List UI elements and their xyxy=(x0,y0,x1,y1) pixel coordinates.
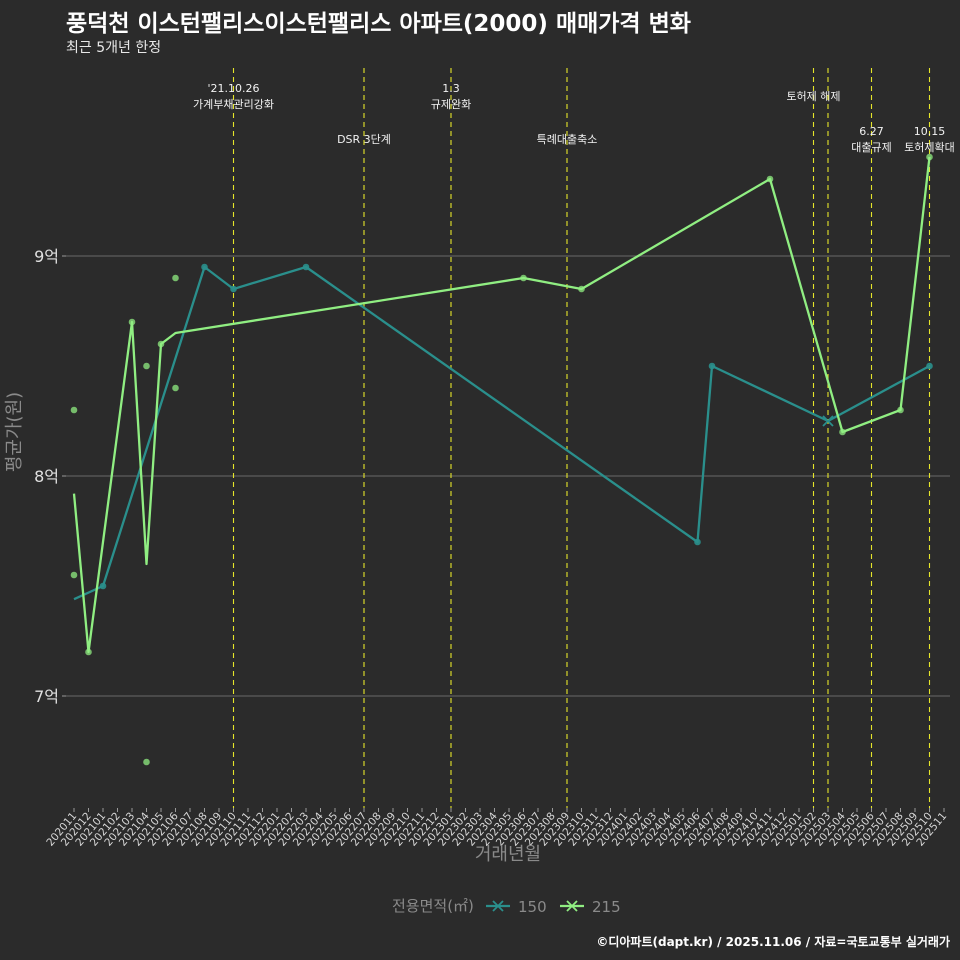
data-point-150 xyxy=(302,263,310,271)
data-point-215 xyxy=(143,758,150,766)
x-axis-title: 거래년월 xyxy=(475,844,541,865)
data-point-215 xyxy=(897,406,904,414)
data-point-150 xyxy=(694,538,701,546)
source-caption: ©디아파트(dapt.kr) / 2025.11.06 / 자료=국토교통부 실… xyxy=(596,935,950,949)
legend: 전용면적(㎡) 150 215 xyxy=(392,897,621,916)
chart-subtitle: 최근 5개년 한정 xyxy=(66,40,162,56)
series-line-215 xyxy=(72,156,931,654)
data-point-215 xyxy=(839,428,846,436)
event-label: 10.15 xyxy=(914,125,946,138)
legend-key-cross xyxy=(566,900,578,912)
legend-key-cross xyxy=(492,900,504,912)
data-point-215 xyxy=(157,340,165,348)
data-point-215 xyxy=(926,153,933,161)
event-label: 특례대출축소 xyxy=(537,133,598,146)
legend-title: 전용면적(㎡) xyxy=(392,897,474,915)
plot-panel xyxy=(66,68,950,808)
data-point-150 xyxy=(230,285,237,293)
y-axis-title: 평균가(원) xyxy=(4,392,25,472)
event-label: DSR 3단계 xyxy=(337,133,391,146)
data-point-150 xyxy=(708,362,716,370)
data-point-150 xyxy=(926,362,933,370)
data-point-215 xyxy=(172,274,179,282)
legend-label: 150 xyxy=(518,898,547,916)
chart-title: 풍덕천 이스턴팰리스이스턴팰리스 아파트(2000) 매매가격 변화 xyxy=(66,11,691,37)
event-label: 토허제확대 xyxy=(904,141,955,154)
y-tick-label: 9억 xyxy=(34,247,59,266)
event-label: '21.10.26 xyxy=(207,82,259,95)
legend-item-215: 215 xyxy=(560,898,621,916)
data-point-215 xyxy=(143,362,150,370)
data-point-215 xyxy=(172,384,179,392)
data-point-215 xyxy=(128,318,136,326)
event-label: 규제완화 xyxy=(431,98,471,111)
data-point-215 xyxy=(70,571,78,579)
data-point-215 xyxy=(766,175,774,183)
y-tick-label: 8억 xyxy=(34,467,59,486)
event-label: 대출규제 xyxy=(851,141,891,154)
data-point-150 xyxy=(201,263,208,271)
data-point-cross-150 xyxy=(822,415,834,427)
data-point-215 xyxy=(520,274,527,282)
data-point-215 xyxy=(70,406,78,414)
event-label: 토허제 해제 xyxy=(786,89,840,103)
data-point-215 xyxy=(85,648,92,656)
data-point-150 xyxy=(99,582,107,590)
legend-label: 215 xyxy=(592,898,621,916)
legend-item-150: 150 xyxy=(486,898,547,916)
data-point-215 xyxy=(578,285,585,293)
event-label: 가계부채관리강화 xyxy=(193,98,274,111)
y-tick-label: 7억 xyxy=(34,687,59,706)
event-label: 6.27 xyxy=(859,125,884,138)
event-label: 1.3 xyxy=(442,82,460,95)
